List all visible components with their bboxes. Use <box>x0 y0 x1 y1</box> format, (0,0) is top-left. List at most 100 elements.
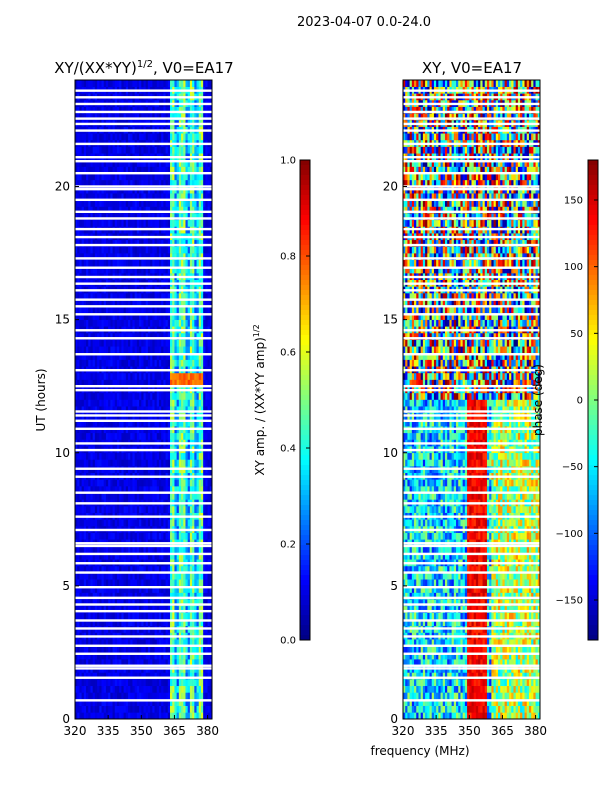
amplitude-cell <box>156 599 160 607</box>
amplitude-cell <box>79 532 82 540</box>
amplitude-cell <box>167 486 171 493</box>
amplitude-cell <box>130 319 133 327</box>
amplitude-cell <box>77 572 80 580</box>
amplitude-cell <box>119 685 122 693</box>
amplitude-cell <box>205 679 208 687</box>
amplitude-cell <box>203 459 206 467</box>
amplitude-cell <box>105 346 109 354</box>
amplitude-cell <box>154 392 158 400</box>
amplitude-cell <box>123 319 127 327</box>
amplitude-cell <box>139 572 142 580</box>
amplitude-cell <box>176 452 180 460</box>
amplitude-cell <box>194 452 197 460</box>
amplitude-cell <box>141 519 144 527</box>
amplitude-cell <box>92 645 96 653</box>
amplitude-cell <box>116 266 120 274</box>
amplitude-cell <box>178 306 182 314</box>
amplitude-cell <box>125 179 129 187</box>
amplitude-cell <box>158 572 162 580</box>
amplitude-cell <box>152 339 155 347</box>
amplitude-cell <box>163 679 166 687</box>
amplitude-cell <box>154 419 158 427</box>
amplitude-cell <box>94 552 98 560</box>
amplitude-cell <box>189 605 193 613</box>
amplitude-cell <box>94 572 98 580</box>
amplitude-cell <box>156 619 160 627</box>
amplitude-cell <box>198 299 202 307</box>
amplitude-cell <box>103 532 107 540</box>
amplitude-cell <box>125 339 129 347</box>
amplitude-cell <box>198 492 202 500</box>
amplitude-cell <box>156 239 160 247</box>
amplitude-cell <box>121 346 124 354</box>
amplitude-cell <box>121 532 124 540</box>
amplitude-cell <box>132 253 135 261</box>
amplitude-cell <box>110 392 113 400</box>
amplitude-cell <box>158 685 162 693</box>
amplitude-cell <box>143 565 147 573</box>
amplitude-cell <box>116 705 120 713</box>
amplitude-cell <box>90 612 93 620</box>
amplitude-cell <box>110 332 113 340</box>
amplitude-cell <box>205 479 208 487</box>
amplitude-cell <box>194 259 197 267</box>
amplitude-cell <box>163 486 166 493</box>
amplitude-cell <box>194 572 197 580</box>
amplitude-cell <box>194 206 197 214</box>
amplitude-cell <box>205 193 208 201</box>
amplitude-cell <box>185 479 188 487</box>
amplitude-cell <box>136 599 140 607</box>
amplitude-cell <box>170 239 173 247</box>
amplitude-cell <box>114 406 118 414</box>
amplitude-cell <box>207 592 211 600</box>
amplitude-cell <box>75 312 78 320</box>
amplitude-cell <box>143 219 147 227</box>
amplitude-cell <box>167 705 171 713</box>
amplitude-cell <box>75 579 78 587</box>
amplitude-cell <box>81 699 85 706</box>
amplitude-cell <box>81 319 85 327</box>
amplitude-cell <box>143 359 147 367</box>
amplitude-cell <box>86 219 89 227</box>
amplitude-cell <box>83 479 87 487</box>
amplitude-cell <box>86 552 89 560</box>
amplitude-cell <box>194 346 197 354</box>
amplitude-cell <box>147 605 151 613</box>
amplitude-cell <box>147 685 151 693</box>
amplitude-cell <box>110 479 113 487</box>
amplitude-cell <box>88 259 91 267</box>
amplitude-cell <box>167 572 171 580</box>
amplitude-cell <box>141 246 144 254</box>
amplitude-cell <box>178 372 182 380</box>
amplitude-cell <box>119 406 122 414</box>
amplitude-cell <box>145 672 149 680</box>
amplitude-cell <box>156 572 160 580</box>
amplitude-cell <box>136 605 140 613</box>
amplitude-cell <box>125 659 129 667</box>
amplitude-cell <box>123 679 127 687</box>
amplitude-cell <box>181 552 184 560</box>
amplitude-cell <box>161 419 164 427</box>
amplitude-cell <box>143 352 147 360</box>
amplitude-cell <box>79 639 82 647</box>
amplitude-cell <box>75 506 78 513</box>
amplitude-cell <box>203 199 206 207</box>
amplitude-cell <box>187 379 191 387</box>
amplitude-cell <box>181 399 184 407</box>
amplitude-cell <box>183 406 186 414</box>
amplitude-cell <box>125 685 129 693</box>
amplitude-cell <box>187 619 191 627</box>
amplitude-cell <box>203 359 206 367</box>
amplitude-cell <box>172 479 175 487</box>
amplitude-cell <box>123 199 127 207</box>
amplitude-cell <box>147 506 151 513</box>
amplitude-cell <box>92 679 96 687</box>
amplitude-cell <box>158 585 162 593</box>
amplitude-cell <box>86 312 89 320</box>
amplitude-cell <box>205 659 208 667</box>
amplitude-cell <box>86 299 89 307</box>
amplitude-cell <box>176 213 180 221</box>
amplitude-cell <box>165 565 169 573</box>
amplitude-cell <box>92 319 96 327</box>
amplitude-cell <box>165 399 169 407</box>
